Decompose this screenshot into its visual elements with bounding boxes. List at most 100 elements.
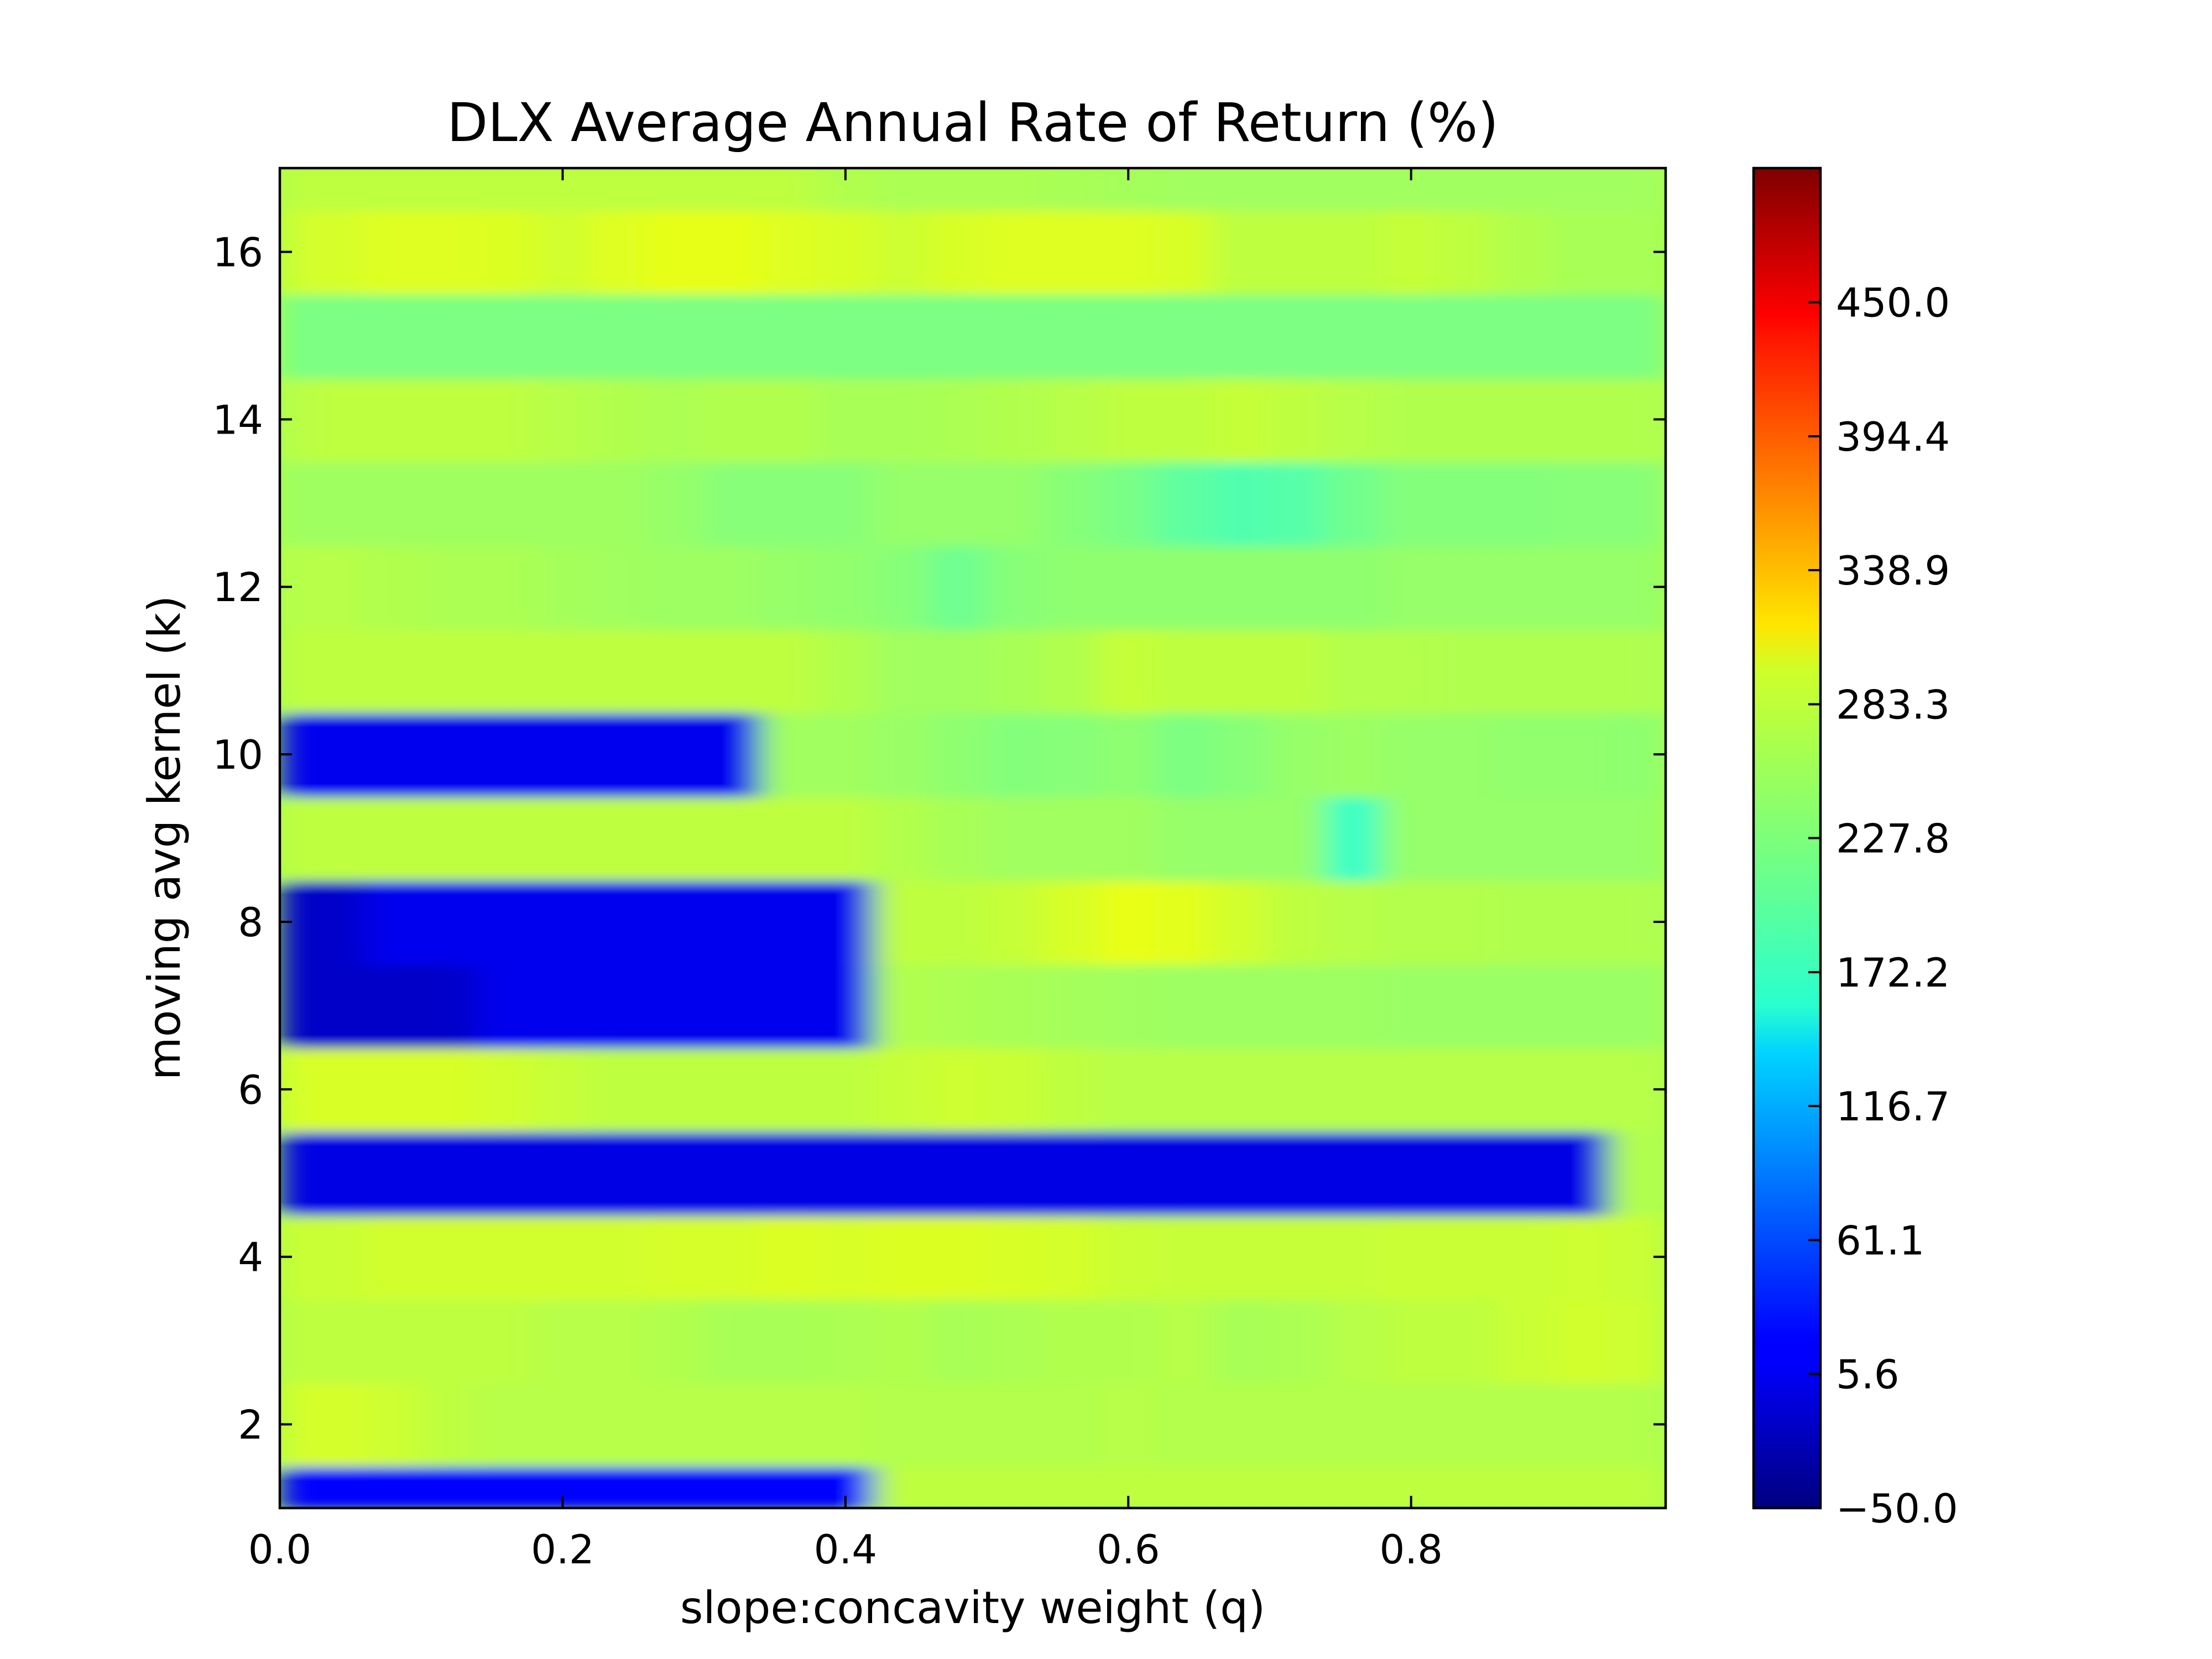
heatmap-cell bbox=[1381, 711, 1441, 797]
x-tick-label: 0.2 bbox=[531, 1526, 594, 1573]
heatmap-cell bbox=[1099, 1046, 1158, 1133]
heatmap-cell bbox=[985, 1381, 1045, 1468]
heatmap-cell bbox=[1269, 711, 1328, 797]
heatmap-cell bbox=[1608, 544, 1653, 630]
heatmap-cell bbox=[307, 879, 366, 965]
heatmap-cell bbox=[1042, 460, 1102, 546]
heatmap-cell bbox=[477, 879, 536, 965]
heatmap-cell bbox=[985, 460, 1045, 546]
colorbar-tick-label: 61.1 bbox=[1836, 1217, 1924, 1264]
heatmap-cell bbox=[929, 1465, 988, 1508]
heatmap-cell bbox=[533, 1214, 592, 1300]
heatmap-cell bbox=[1650, 460, 1666, 546]
heatmap-cell bbox=[420, 1130, 479, 1216]
heatmap-cell bbox=[363, 1130, 422, 1216]
y-tick-label: 6 bbox=[238, 1067, 263, 1113]
heatmap-cell bbox=[1608, 962, 1653, 1049]
heatmap-cell bbox=[873, 376, 932, 462]
heatmap-cell bbox=[1551, 962, 1610, 1049]
heatmap-cell bbox=[646, 962, 706, 1049]
heatmap-cell bbox=[929, 879, 988, 965]
heatmap-cell bbox=[1438, 711, 1498, 797]
heatmap-cell bbox=[1381, 1214, 1441, 1300]
heatmap-cell bbox=[1608, 1297, 1653, 1384]
heatmap-cell bbox=[1099, 544, 1158, 630]
heatmap-cell bbox=[929, 460, 988, 546]
heatmap-cell bbox=[280, 460, 310, 546]
heatmap-cell bbox=[929, 711, 988, 797]
heatmap-cell bbox=[307, 962, 366, 1049]
heatmap-cell bbox=[929, 1214, 988, 1300]
heatmap-cell bbox=[1608, 1046, 1653, 1133]
heatmap-cell bbox=[1042, 544, 1102, 630]
heatmap-cell bbox=[1495, 208, 1554, 295]
heatmap-cell bbox=[759, 544, 818, 630]
heatmap-cell bbox=[1269, 1465, 1328, 1508]
heatmap-cell bbox=[1042, 1381, 1102, 1468]
heatmap-cell bbox=[1269, 1214, 1328, 1300]
heatmap-cell bbox=[280, 293, 310, 379]
heatmap-cell bbox=[759, 962, 818, 1049]
heatmap-cell bbox=[1495, 795, 1554, 881]
heatmap-cell bbox=[1325, 1381, 1384, 1468]
heatmap-cell bbox=[420, 544, 479, 630]
heatmap-cell bbox=[985, 1297, 1045, 1384]
heatmap-cell bbox=[420, 1465, 479, 1508]
heatmap-cell bbox=[307, 1465, 366, 1508]
heatmap-cell bbox=[985, 1046, 1045, 1133]
heatmap-cell bbox=[985, 795, 1045, 881]
heatmap-cell bbox=[759, 1381, 818, 1468]
heatmap-cell bbox=[1212, 1381, 1271, 1468]
heatmap-cell bbox=[1381, 1381, 1441, 1468]
heatmap-cell bbox=[703, 544, 762, 630]
heatmap-cell bbox=[1325, 544, 1384, 630]
heatmap-cell bbox=[589, 1046, 649, 1133]
heatmap-cell bbox=[646, 168, 706, 211]
y-tick-label: 12 bbox=[212, 564, 263, 611]
heatmap-cell bbox=[703, 1214, 762, 1300]
colorbar-tick-label: 172.2 bbox=[1836, 950, 1950, 996]
heatmap-cell bbox=[646, 1465, 706, 1508]
heatmap-cell bbox=[1551, 544, 1610, 630]
y-tick-label: 2 bbox=[238, 1402, 263, 1448]
heatmap-cell bbox=[589, 1130, 649, 1216]
heatmap-cell bbox=[646, 795, 706, 881]
heatmap-cell bbox=[1381, 208, 1441, 295]
heatmap-cell bbox=[307, 293, 366, 379]
heatmap-cell bbox=[1269, 962, 1328, 1049]
heatmap-cell bbox=[759, 293, 818, 379]
heatmap-cell bbox=[1551, 1214, 1610, 1300]
colorbar-tick-label: 338.9 bbox=[1836, 547, 1950, 594]
heatmap-cell bbox=[1212, 168, 1271, 211]
heatmap-cell bbox=[1212, 460, 1271, 546]
heatmap-cell bbox=[759, 376, 818, 462]
heatmap-cell bbox=[1325, 879, 1384, 965]
heatmap-cell bbox=[1325, 293, 1384, 379]
colorbar-tick-label: 283.3 bbox=[1836, 681, 1950, 728]
heatmap-cell bbox=[307, 1046, 366, 1133]
heatmap-cell bbox=[985, 962, 1045, 1049]
heatmap-cell bbox=[1099, 208, 1158, 295]
heatmap-cell bbox=[1495, 711, 1554, 797]
x-tick-label: 0.8 bbox=[1379, 1526, 1443, 1573]
heatmap-cell bbox=[1608, 795, 1653, 881]
heatmap-cell bbox=[1325, 627, 1384, 714]
heatmap-cell bbox=[1495, 1046, 1554, 1133]
heatmap-cell bbox=[1608, 627, 1653, 714]
heatmap-cell bbox=[307, 627, 366, 714]
heatmap-cell bbox=[589, 460, 649, 546]
heatmap-cell bbox=[929, 168, 988, 211]
heatmap-cell bbox=[363, 627, 422, 714]
heatmap-cell bbox=[280, 1465, 310, 1508]
heatmap-cell bbox=[420, 1297, 479, 1384]
heatmap-cell bbox=[1155, 460, 1214, 546]
heatmap-cell bbox=[703, 962, 762, 1049]
heatmap-cell bbox=[816, 962, 875, 1049]
heatmap-cell bbox=[1269, 879, 1328, 965]
heatmap-cell bbox=[1381, 293, 1441, 379]
heatmap-cell bbox=[1438, 1130, 1498, 1216]
heatmap-cell bbox=[1551, 1130, 1610, 1216]
heatmap-cell bbox=[1325, 1465, 1384, 1508]
heatmap-cell bbox=[985, 293, 1045, 379]
y-tick-label: 16 bbox=[212, 229, 263, 275]
